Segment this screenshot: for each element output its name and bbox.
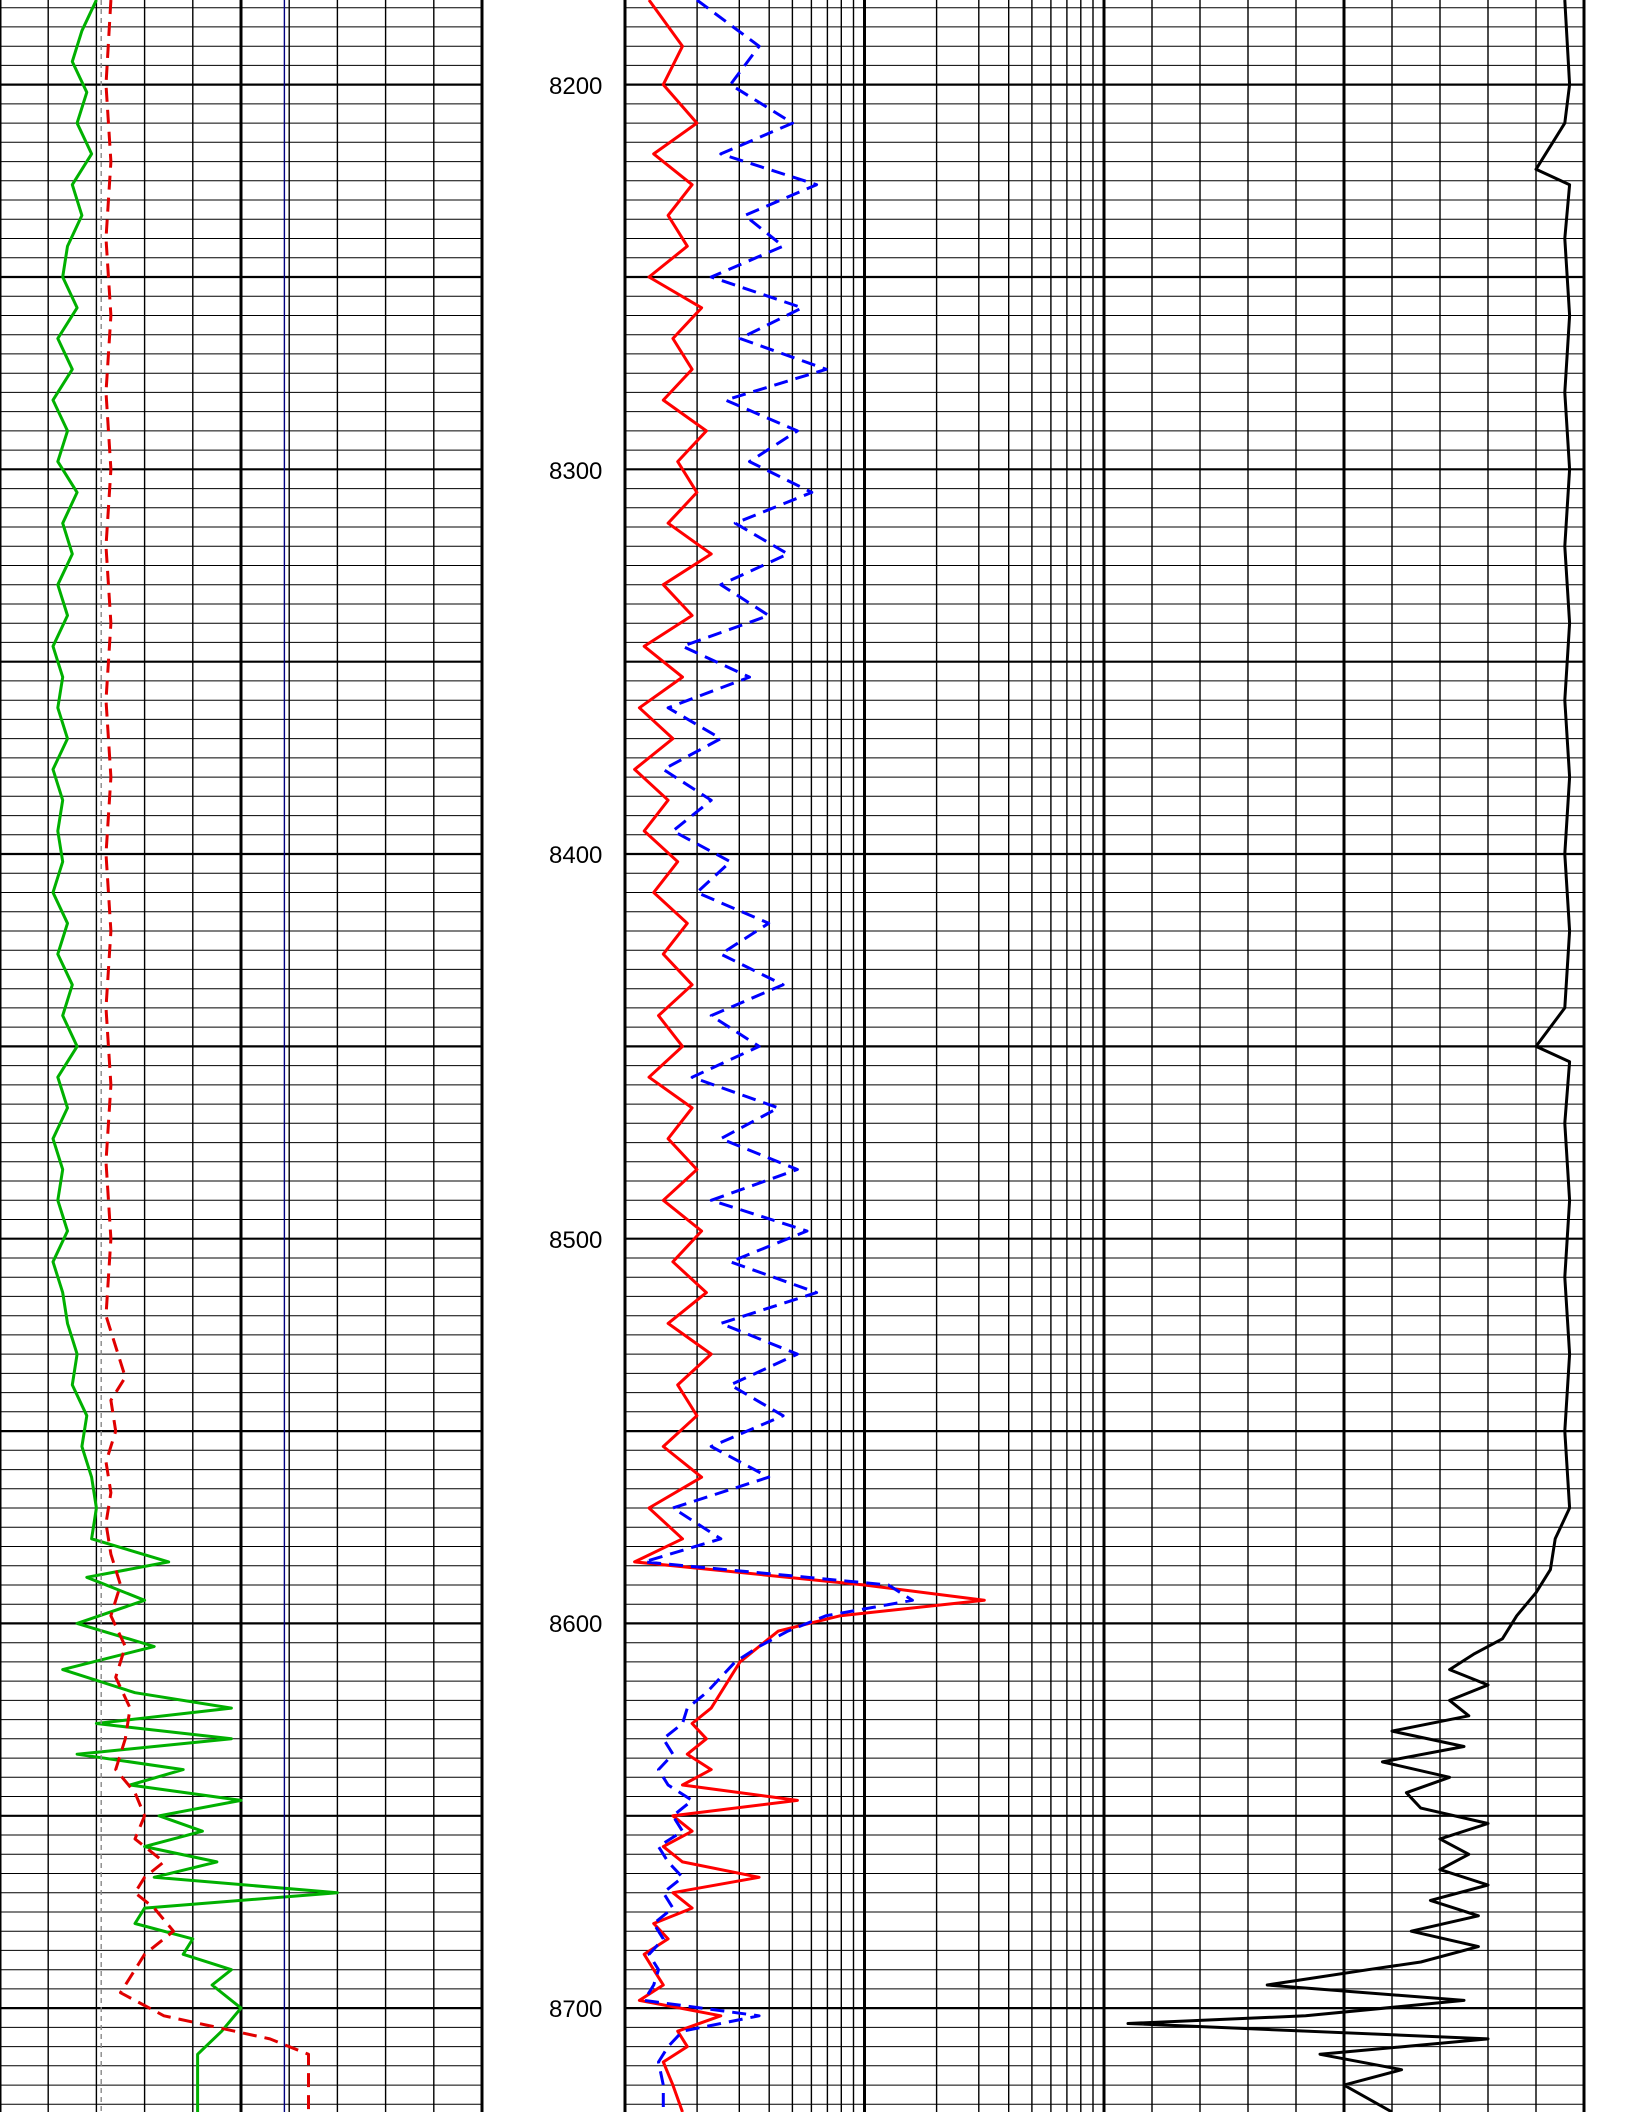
track-2-curve-1: [633, 0, 986, 2112]
depth-label-8300: 8300: [549, 458, 602, 485]
track-1-curve-1: [51, 0, 339, 2112]
track-2-curve-2: [642, 0, 914, 2112]
track-3-curve-1: [1126, 0, 1572, 2112]
grid-layer: [0, 0, 1586, 2112]
depth-label-8700: 8700: [549, 1996, 602, 2023]
depth-label-8500: 8500: [549, 1227, 602, 1254]
depth-label-8600: 8600: [549, 1611, 602, 1638]
depth-label-8400: 8400: [549, 842, 602, 869]
depth-labels: 8200 8300 8400 8500 8600 8700: [549, 73, 602, 2023]
depth-label-8200: 8200: [549, 73, 602, 100]
curve-layer: [51, 0, 1572, 2112]
track-1-curve-2: [104, 0, 310, 2112]
